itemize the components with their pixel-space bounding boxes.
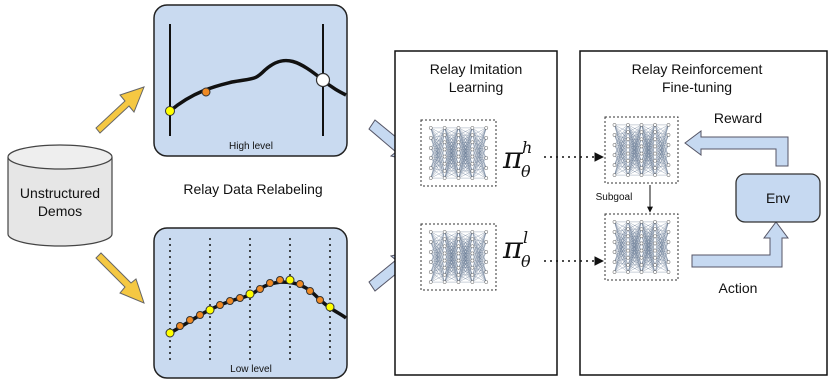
imitation-low-network-icon xyxy=(420,223,497,291)
low-level-panel: Low level xyxy=(153,227,348,379)
reward-arrow xyxy=(684,130,789,167)
rl-title-line2: Fine-tuning xyxy=(662,79,732,95)
demos-label-line1: Unstructured xyxy=(20,185,100,201)
imitation-high-network-icon xyxy=(420,119,497,187)
rl-high-network-icon xyxy=(604,116,679,184)
low-level-label: Low level xyxy=(230,364,272,375)
imitation-title-line2: Learning xyxy=(449,79,504,95)
yellow-arrow-up xyxy=(95,86,145,134)
policy-high-label: π h θ xyxy=(502,138,532,181)
policy-high-superscript: h xyxy=(522,138,532,157)
imitation-title-line1: Relay Imitation xyxy=(430,61,523,77)
action-arrow xyxy=(691,221,789,268)
rl-low-network-icon xyxy=(604,213,679,281)
policy-high-symbol: π xyxy=(502,141,524,176)
high-level-label: High level xyxy=(229,141,273,152)
high-level-panel: High level xyxy=(153,4,348,157)
env-node: Env xyxy=(735,173,821,223)
imitation-learning-box: Relay Imitation Learning xyxy=(394,50,558,376)
policy-low-superscript: l xyxy=(523,228,528,247)
policy-low-symbol: π xyxy=(502,231,524,266)
policy-low-subscript: θ xyxy=(521,252,531,271)
yellow-arrow-down xyxy=(95,252,145,304)
relabel-caption: Relay Data Relabeling xyxy=(183,181,322,197)
policy-high-subscript: θ xyxy=(521,162,531,181)
reward-label: Reward xyxy=(714,110,762,126)
action-label: Action xyxy=(719,280,758,296)
demos-database-node: Unstructured Demos xyxy=(7,144,113,247)
subgoal-label: Subgoal xyxy=(596,192,633,203)
rl-title-line1: Relay Reinforcement xyxy=(632,61,763,77)
policy-low-label: π l θ xyxy=(502,228,531,271)
demos-label-line2: Demos xyxy=(38,203,82,219)
env-label: Env xyxy=(766,190,790,206)
